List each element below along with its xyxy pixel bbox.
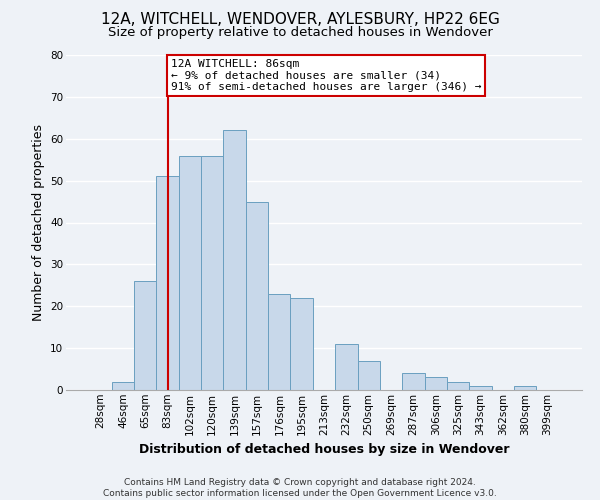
Bar	[201, 156, 223, 390]
Bar	[246, 202, 268, 390]
Bar	[358, 360, 380, 390]
X-axis label: Distribution of detached houses by size in Wendover: Distribution of detached houses by size …	[139, 443, 509, 456]
Bar	[157, 176, 179, 390]
Bar	[223, 130, 246, 390]
Bar	[290, 298, 313, 390]
Bar	[447, 382, 469, 390]
Bar	[469, 386, 491, 390]
Bar	[335, 344, 358, 390]
Bar	[134, 281, 157, 390]
Bar	[425, 378, 447, 390]
Bar	[112, 382, 134, 390]
Text: Size of property relative to detached houses in Wendover: Size of property relative to detached ho…	[107, 26, 493, 39]
Y-axis label: Number of detached properties: Number of detached properties	[32, 124, 44, 321]
Text: 12A WITCHELL: 86sqm
← 9% of detached houses are smaller (34)
91% of semi-detache: 12A WITCHELL: 86sqm ← 9% of detached hou…	[171, 59, 481, 92]
Bar	[402, 373, 425, 390]
Text: Contains HM Land Registry data © Crown copyright and database right 2024.
Contai: Contains HM Land Registry data © Crown c…	[103, 478, 497, 498]
Bar	[514, 386, 536, 390]
Bar	[179, 156, 201, 390]
Text: 12A, WITCHELL, WENDOVER, AYLESBURY, HP22 6EG: 12A, WITCHELL, WENDOVER, AYLESBURY, HP22…	[101, 12, 499, 28]
Bar	[268, 294, 290, 390]
